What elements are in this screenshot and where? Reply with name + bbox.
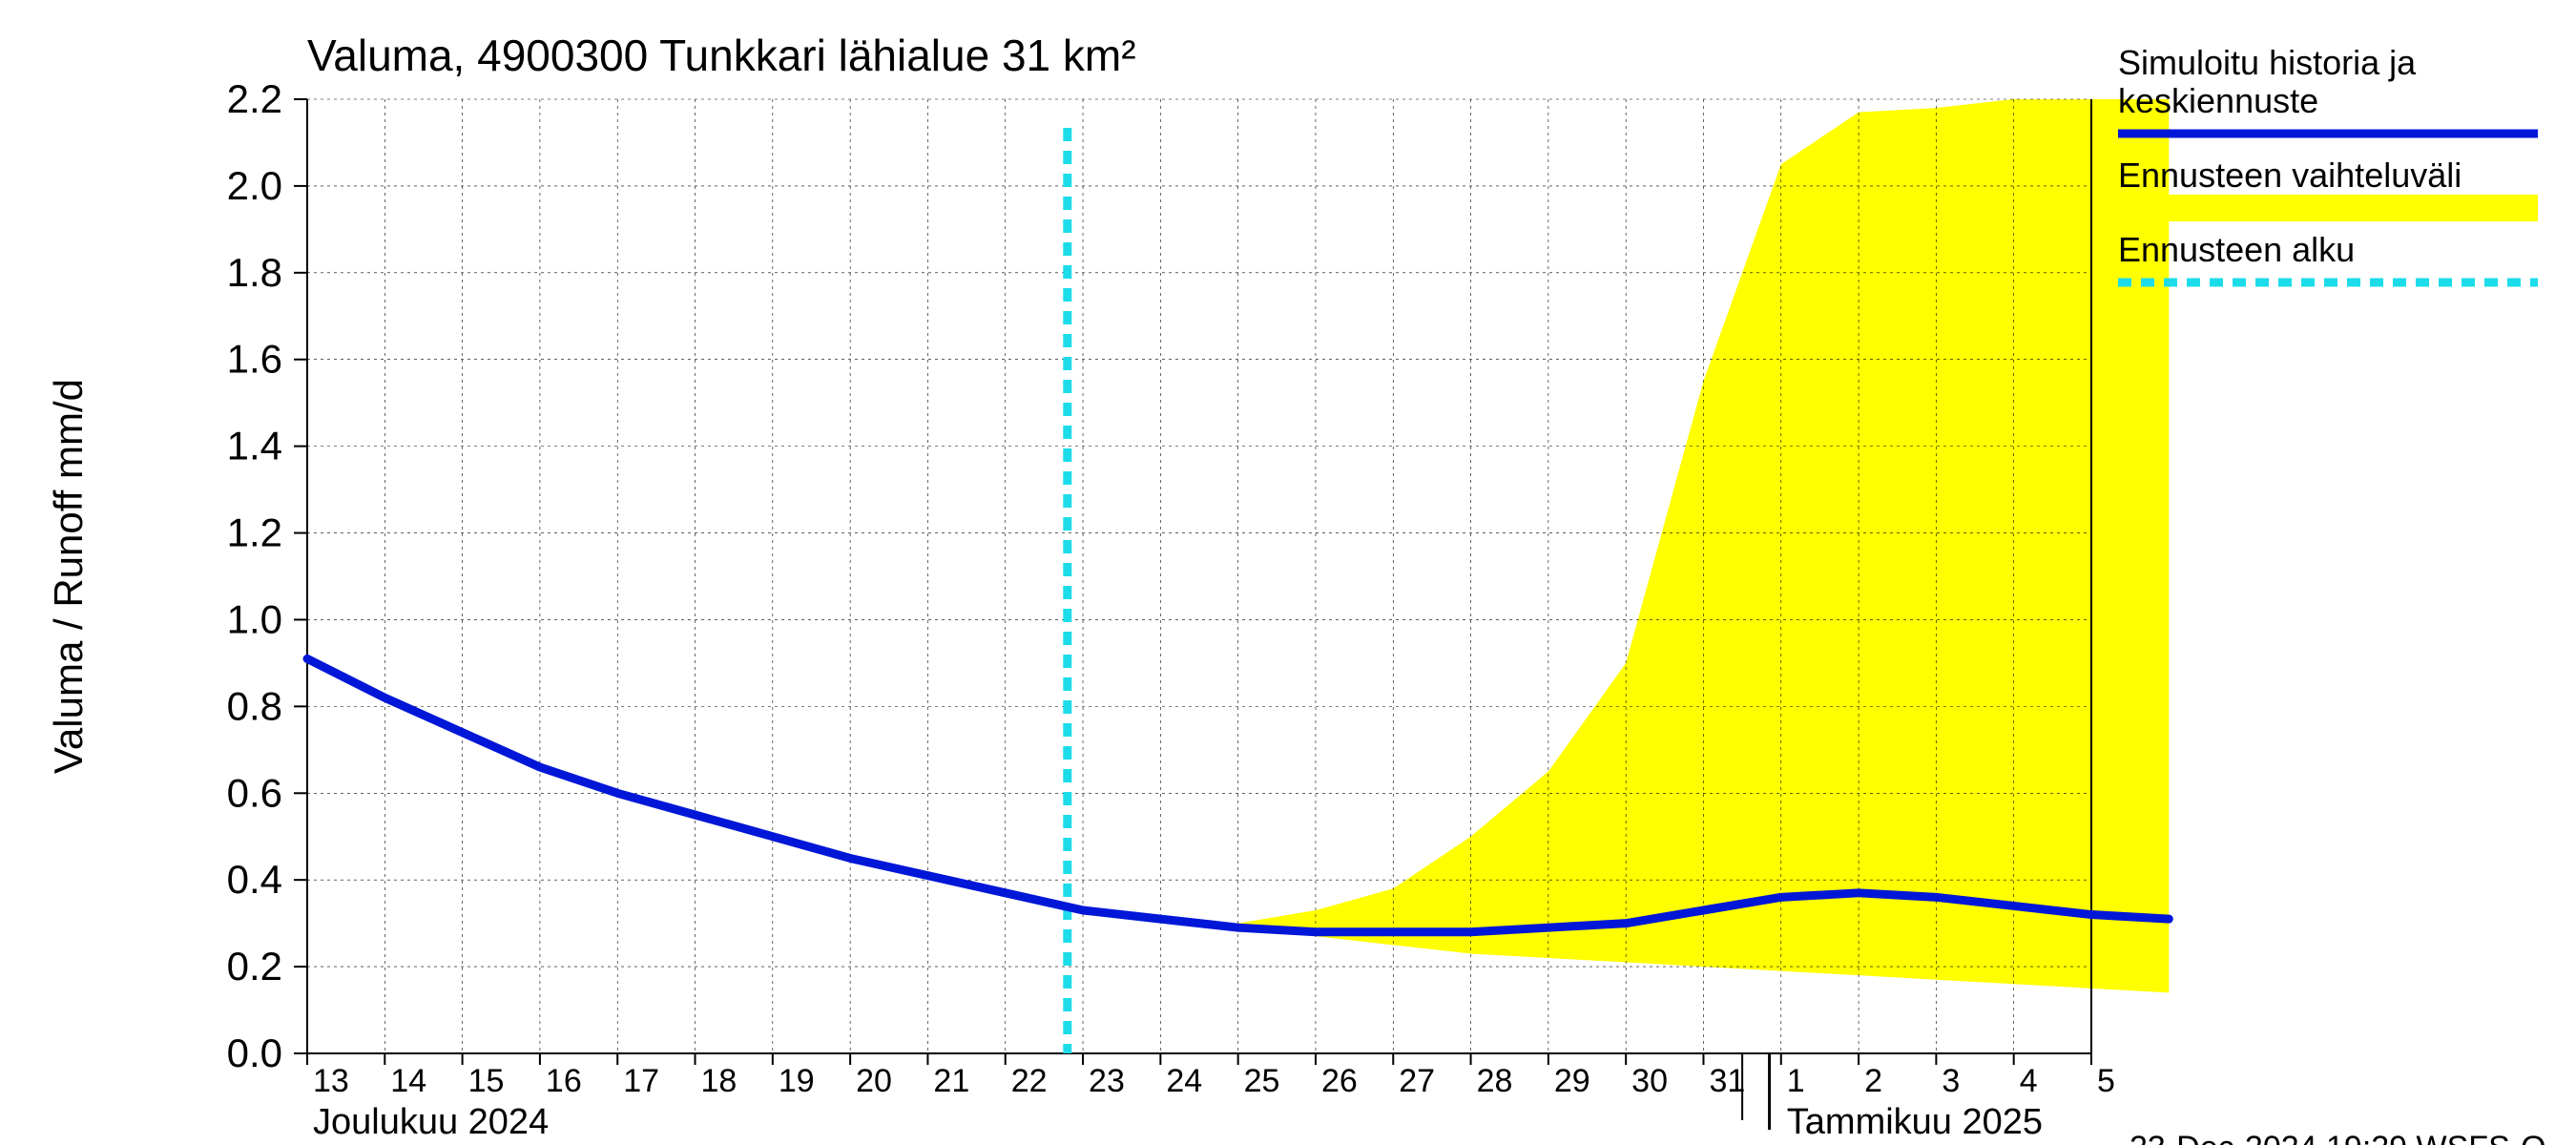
xtick-label: 14 [390, 1063, 426, 1099]
ytick-label: 0.8 [227, 683, 282, 728]
xtick-label: 20 [856, 1063, 892, 1099]
xtick-label: 16 [546, 1063, 582, 1099]
legend-swatch-band [2118, 195, 2538, 221]
xtick-label: 25 [1244, 1063, 1280, 1099]
legend-label: keskiennuste [2118, 81, 2318, 120]
ytick-label: 0.0 [227, 1030, 282, 1075]
xtick-label: 22 [1011, 1063, 1048, 1099]
month-right-top: Tammikuu 2025 [1787, 1102, 2043, 1142]
ytick-label: 1.6 [227, 337, 282, 382]
xtick-label: 4 [2020, 1063, 2038, 1099]
xtick-label: 31 [1709, 1063, 1745, 1099]
xtick-label: 13 [313, 1063, 349, 1099]
ytick-label: 1.4 [227, 424, 282, 468]
legend-label: Ennusteen alku [2118, 230, 2355, 269]
ytick-label: 0.6 [227, 770, 282, 815]
xtick-label: 5 [2097, 1063, 2115, 1099]
xtick-label: 26 [1321, 1063, 1358, 1099]
xtick-label: 15 [468, 1063, 505, 1099]
legend-label: Ennusteen vaihteluväli [2118, 156, 2462, 195]
xtick-label: 28 [1477, 1063, 1513, 1099]
xtick-label: 2 [1864, 1063, 1882, 1099]
ytick-label: 0.4 [227, 857, 282, 902]
xtick-label: 19 [779, 1063, 815, 1099]
xtick-label: 29 [1554, 1063, 1590, 1099]
xtick-label: 3 [1942, 1063, 1960, 1099]
ytick-label: 1.8 [227, 250, 282, 295]
chart-title: Valuma, 4900300 Tunkkari lähialue 31 km² [307, 31, 1136, 80]
xtick-label: 17 [623, 1063, 659, 1099]
y-axis-label: Valuma / Runoff mm/d [46, 379, 91, 774]
xtick-label: 24 [1166, 1063, 1202, 1099]
ytick-label: 2.0 [227, 163, 282, 208]
xtick-label: 30 [1631, 1063, 1668, 1099]
xtick-label: 1 [1787, 1063, 1805, 1099]
xtick-label: 27 [1399, 1063, 1435, 1099]
runoff-chart: 0.00.20.40.60.81.01.21.41.61.82.02.21314… [0, 0, 2576, 1145]
ytick-label: 1.2 [227, 510, 282, 555]
xtick-label: 18 [701, 1063, 737, 1099]
legend-label: Simuloitu historia ja [2118, 43, 2417, 82]
month-left-top: Joulukuu 2024 [313, 1102, 549, 1142]
ytick-label: 1.0 [227, 596, 282, 641]
ytick-label: 0.2 [227, 944, 282, 989]
xtick-label: 23 [1089, 1063, 1125, 1099]
ytick-label: 2.2 [227, 76, 282, 121]
xtick-label: 21 [933, 1063, 969, 1099]
chart-footer: 23-Dec-2024 19:29 WSFS-O [2129, 1130, 2546, 1145]
